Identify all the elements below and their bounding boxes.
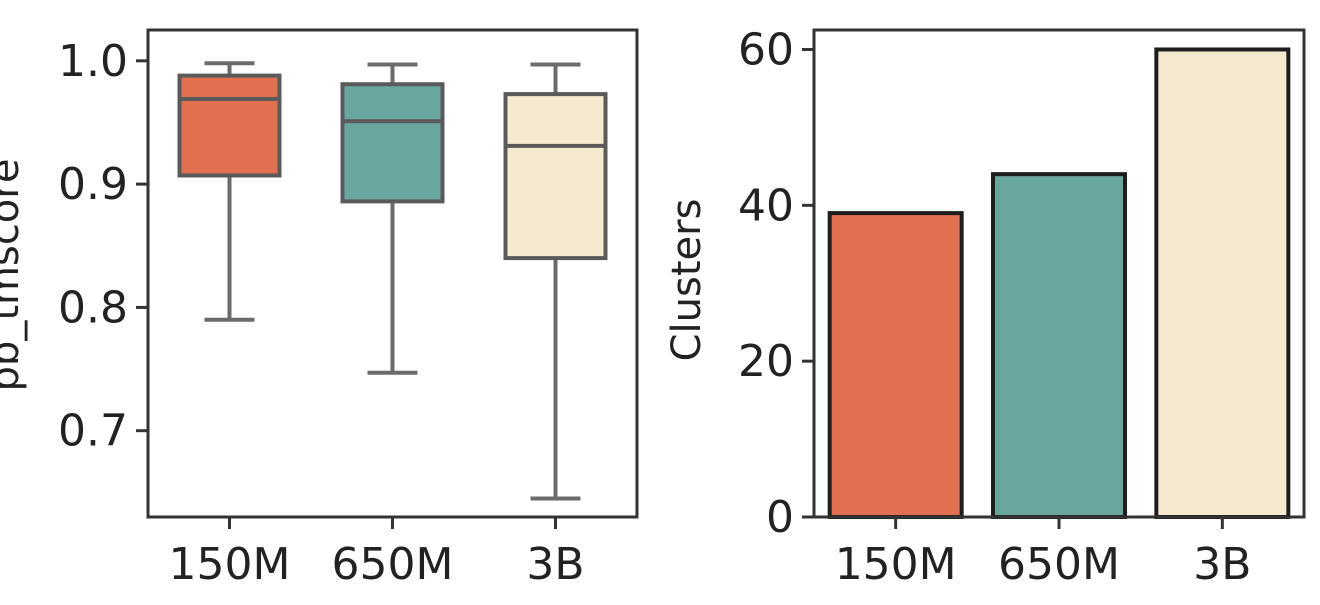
barchart-xtick-label: 150M <box>835 539 957 590</box>
bar-3B <box>1154 47 1291 519</box>
boxplot-xtick-label: 150M <box>169 539 291 590</box>
barchart-ylabel: Clusters <box>664 199 710 362</box>
boxplot-ytick-label: 0.9 <box>58 159 128 210</box>
boxplot-xtick-label: 650M <box>332 539 454 590</box>
boxplot-ylabel: pb_tmscore <box>0 159 28 392</box>
boxplot-xtick-label: 3B <box>526 539 584 590</box>
box-group-650M <box>340 62 445 375</box>
box-650M <box>340 82 445 204</box>
barchart-xtick-label: 650M <box>998 539 1120 590</box>
barchart-ytick-label: 40 <box>738 180 794 231</box>
barchart-ytick-label: 60 <box>738 24 794 75</box>
bar-150M <box>827 211 964 519</box>
barchart-panel: 0 20 40 60 150M 650M 3B Clusters <box>664 24 1306 590</box>
box-group-3B <box>503 62 608 501</box>
boxplot-panel: 0.7 0.8 0.9 1.0 150M 650M 3B pb_tmscore <box>0 28 639 590</box>
bar-650M <box>991 172 1127 519</box>
barchart-ytick-label: 20 <box>738 336 794 387</box>
box-3B <box>503 92 608 261</box>
barchart-xtick-label: 3B <box>1193 539 1251 590</box>
boxplot-ytick-label: 1.0 <box>58 36 128 87</box>
box-150M <box>177 73 282 178</box>
barchart-ytick-label: 0 <box>766 492 794 543</box>
box-group-150M <box>177 61 282 322</box>
boxplot-ytick-label: 0.8 <box>58 282 128 333</box>
boxplot-ytick-label: 0.7 <box>58 406 128 457</box>
